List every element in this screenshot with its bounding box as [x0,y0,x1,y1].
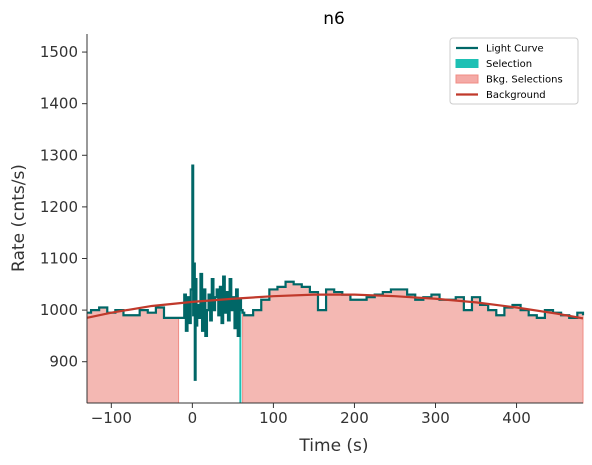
legend-label: Light Curve [486,44,544,55]
x-tick-label: 200 [340,409,369,427]
x-tick-label: −100 [91,409,132,427]
selection-layer [239,299,242,403]
legend-patch-swatch [455,74,479,84]
bkg-selections-layer [86,281,584,404]
legend-label: Bkg. Selections [486,75,563,86]
selection-region [239,299,242,403]
legend-box [449,37,579,105]
legend-label: Selection [486,59,532,70]
x-axis-label: Time (s) [298,436,368,456]
background-fit-layer [86,293,584,320]
bkg-selection-region-1 [86,307,180,404]
x-tick-label: 400 [502,409,531,427]
chart-title: n6 [323,9,345,29]
y-tick-label: 1500 [40,43,78,61]
y-tick-label: 1300 [40,146,78,164]
legend: Light Curve Selection Bkg. Selections Backg… [449,37,579,105]
bkg-selection-region-2 [242,281,584,404]
y-tick-label: 1000 [40,301,78,319]
x-tick-label: 0 [188,409,198,427]
y-tick-label: 1400 [40,95,78,113]
y-tick-label: 900 [49,353,78,371]
x-tick-label: 300 [421,409,450,427]
legend-patch-swatch [455,59,479,68]
axes-layer: −100 0 100 200 300 400 900 1000 1100 1200 1300 1400… [40,34,583,427]
x-tick-label: 100 [259,409,288,427]
background-curve [86,293,584,320]
y-tick-label: 1100 [40,249,78,267]
y-tick-label: 1200 [40,198,78,216]
legend-label: Background [486,90,546,101]
y-axis-label: Rate (cnts/s) [9,164,29,272]
